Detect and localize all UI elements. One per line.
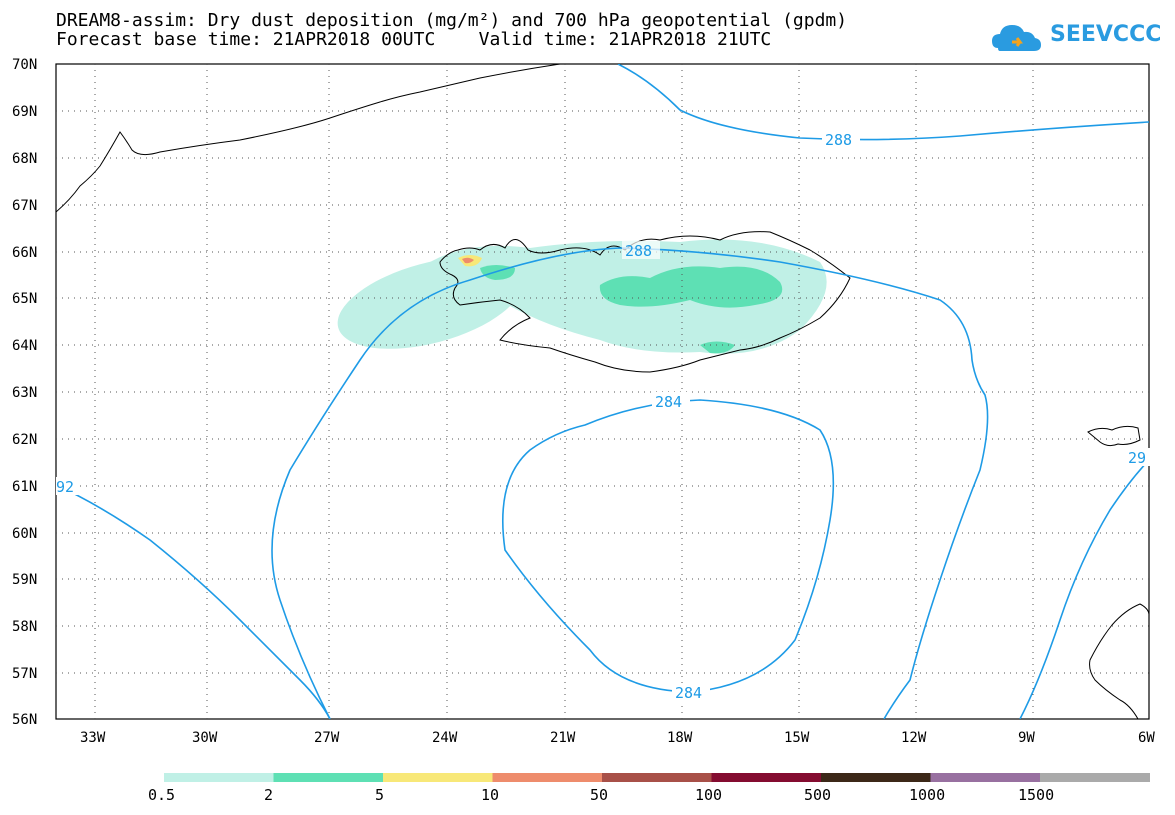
dust-deposition-shading (337, 239, 827, 354)
lon-label: 30W (192, 730, 218, 746)
lat-label: 63N (12, 385, 37, 401)
greenland-coast (56, 64, 561, 213)
legend-color-box (821, 773, 931, 782)
legend-color-box (602, 773, 712, 782)
lon-label: 27W (314, 730, 340, 746)
faroe-islands (1087, 425, 1141, 447)
legend-label: 500 (804, 786, 831, 804)
contour-label-284-south: 284 (675, 684, 702, 702)
color-legend (164, 773, 1150, 782)
legend-label: 100 (695, 786, 722, 804)
lon-label: 15W (784, 730, 810, 746)
lon-label: 24W (432, 730, 458, 746)
legend-label: 5 (375, 786, 384, 804)
lat-label: 64N (12, 338, 37, 354)
legend-label: 1000 (909, 786, 945, 804)
legend-color-box (164, 773, 274, 782)
legend-color-box (492, 773, 603, 782)
color-legend-labels: 0.5 2 5 10 50 100 500 1000 1500 (148, 786, 1054, 804)
lat-label: 57N (12, 666, 37, 682)
map-title-line2: Forecast base time: 21APR2018 00UTC Vali… (56, 29, 772, 50)
latitude-labels: 70N 69N 68N 67N 66N 65N 64N 63N 62N 61N … (12, 57, 37, 728)
lat-label: 69N (12, 104, 37, 120)
logo-text: SEEVCCC (1050, 22, 1162, 47)
legend-color-box (930, 773, 1041, 782)
contour-label-288-north: 288 (825, 131, 852, 149)
lon-label: 12W (901, 730, 927, 746)
contour-label-284-north: 284 (655, 393, 682, 411)
legend-color-box (711, 773, 822, 782)
legend-label: 10 (481, 786, 499, 804)
lat-label: 60N (12, 526, 37, 542)
scotland-coast (1089, 603, 1149, 719)
contour-292-west (56, 484, 331, 719)
legend-label: 50 (590, 786, 608, 804)
longitude-labels: 33W 30W 27W 24W 21W 18W 15W 12W 9W 6W (80, 730, 1155, 746)
contour-labels: 288 288 284 284 92 29 (56, 130, 1150, 702)
legend-label: 1500 (1018, 786, 1054, 804)
iceland-coast (439, 231, 851, 373)
legend-color-box (383, 773, 493, 782)
coastlines (56, 64, 1149, 719)
dust-area-green-south (700, 341, 735, 354)
cloud-logo-icon (992, 25, 1041, 51)
lat-label: 62N (12, 432, 37, 448)
contour-284-loop (502, 399, 835, 693)
map-title-line1: DREAM8-assim: Dry dust deposition (mg/m²… (56, 10, 848, 31)
contour-label-292-west: 92 (56, 478, 74, 496)
lon-label: 6W (1138, 730, 1155, 746)
contour-288-loop (271, 247, 989, 719)
lat-label: 68N (12, 151, 37, 167)
lon-label: 33W (80, 730, 106, 746)
lon-label: 9W (1018, 730, 1035, 746)
contour-label-288-iceland: 288 (625, 242, 652, 260)
lat-label: 67N (12, 198, 37, 214)
lat-label: 61N (12, 479, 37, 495)
legend-label: 0.5 (148, 786, 175, 804)
dust-area-orange (462, 257, 474, 264)
legend-label: 2 (264, 786, 273, 804)
lat-label: 58N (12, 619, 37, 635)
legend-color-box (1040, 773, 1150, 782)
contour-292-east (1019, 459, 1149, 719)
lat-label: 65N (12, 291, 37, 307)
contour-label-292-east: 29 (1128, 449, 1146, 467)
dust-area-green-central (599, 266, 783, 308)
lat-label: 59N (12, 572, 37, 588)
lon-label: 21W (550, 730, 576, 746)
lon-label: 18W (667, 730, 693, 746)
legend-color-box (273, 773, 384, 782)
lat-label: 66N (12, 245, 37, 261)
lat-label: 70N (12, 57, 37, 73)
lat-label: 56N (12, 712, 37, 728)
